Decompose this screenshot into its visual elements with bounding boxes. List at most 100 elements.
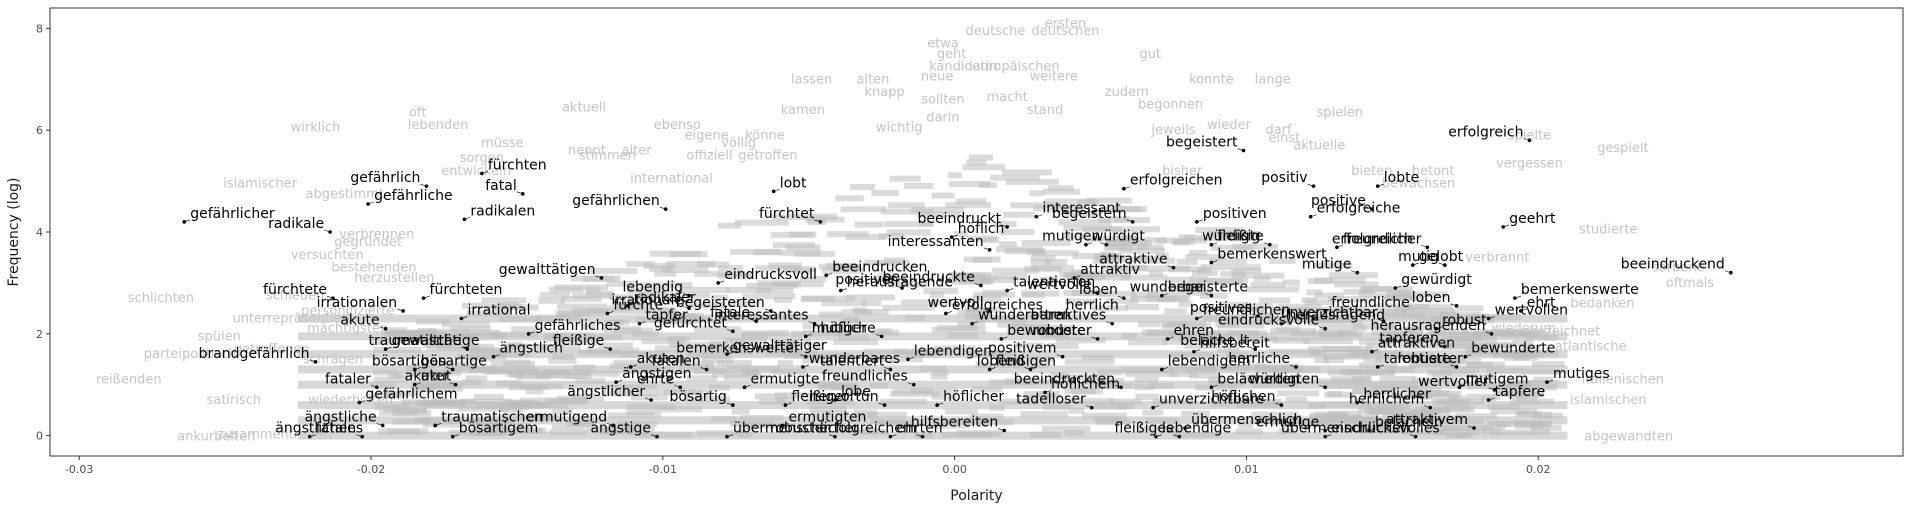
dense-overplot-mark (1184, 342, 1218, 349)
label-leader-line (744, 384, 751, 388)
data-point (906, 357, 910, 362)
label-leader-line (1459, 384, 1466, 388)
point-label: tadelloser (1016, 392, 1086, 408)
dense-overplot-mark (882, 304, 935, 311)
dense-overplot-mark (585, 425, 610, 432)
point-label: bösartige (421, 353, 487, 369)
data-point (1381, 319, 1386, 323)
dense-overplot-mark (1136, 425, 1188, 432)
background-word-label: zusammentreffen (217, 428, 332, 443)
label-leader-line (1275, 402, 1282, 406)
dense-overplot-mark (1328, 272, 1378, 279)
data-point (401, 309, 405, 313)
dense-overplot-mark (669, 251, 708, 258)
dense-overplot-mark (1514, 423, 1545, 430)
data-point (465, 347, 470, 351)
point-label: fatale (710, 305, 750, 321)
data-point (1095, 337, 1100, 341)
data-point (328, 230, 332, 234)
dense-overplot-mark (1238, 422, 1253, 429)
dense-overplot-mark (1518, 345, 1541, 352)
label-leader-line (1106, 321, 1113, 324)
label-leader-line (659, 206, 666, 210)
background-word-label: betont (1412, 164, 1455, 179)
dense-overplot-mark (910, 387, 958, 394)
dense-overplot-mark (415, 385, 463, 392)
axes-layer: -0.03 -0.02 -0.01 0.00 0.01 0.02 0 2 4 6 8 (36, 22, 1550, 476)
dense-overplot-mark (1071, 388, 1097, 395)
background-word-label: verbrannt (1465, 250, 1529, 265)
background-word-label: konnte (1189, 72, 1234, 87)
label-leader-line (1377, 364, 1384, 368)
dense-overplot-mark (643, 262, 676, 269)
background-word-label: satirisch (207, 393, 262, 408)
dense-overplot-mark (952, 273, 986, 280)
label-leader-line (1185, 425, 1192, 429)
background-word-label: vergessen (1496, 156, 1563, 171)
dense-overplot-mark (554, 284, 608, 291)
label-leader-line (1368, 428, 1376, 431)
dense-overplot-mark (1406, 340, 1423, 347)
label-leader-line (493, 354, 500, 358)
label-leader-line (1319, 428, 1326, 431)
dense-overplot-mark (612, 390, 659, 397)
dense-overplot-mark (1314, 357, 1329, 364)
dense-overplot-mark (1251, 411, 1299, 418)
background-word-label: sollten (921, 93, 964, 108)
background-word-label: völlig (721, 136, 756, 151)
point-label: bösartig (669, 389, 726, 405)
data-point (1486, 316, 1491, 321)
background-word-label: deutschen (1032, 24, 1100, 39)
dense-overplot-mark (510, 372, 564, 379)
dense-overplot-mark (799, 275, 827, 282)
dense-overplot-mark (1334, 281, 1379, 288)
background-word-label: einst (1268, 131, 1300, 146)
label-leader-line (945, 311, 952, 314)
dense-overplot-mark (1408, 390, 1462, 397)
label-leader-line (604, 346, 611, 350)
point-label: gewalttätige (392, 333, 480, 349)
dense-overplot-mark (1063, 289, 1099, 296)
background-word-label: islamischer (223, 177, 297, 192)
dense-overplot-mark (1314, 262, 1353, 269)
dense-overplot-mark (557, 339, 598, 346)
label-leader-line (461, 316, 468, 319)
point-label: ängstlicher (567, 384, 645, 400)
label-leader-line (650, 434, 658, 437)
point-label: fleißig (1217, 229, 1260, 245)
dense-overplot-mark (917, 211, 961, 218)
label-leader-line (528, 331, 535, 335)
point-label: herrlicher (1363, 387, 1431, 403)
data-point (1084, 242, 1088, 247)
dense-overplot-mark (1176, 258, 1198, 265)
data-point (911, 382, 916, 387)
label-leader-line (1465, 354, 1472, 358)
label-leader-line (435, 423, 442, 426)
point-label: fataler (325, 371, 371, 387)
background-word-label: entwickeln (441, 164, 511, 179)
point-label: talentierter (1384, 351, 1463, 367)
background-word-label: mächtigsten (307, 322, 388, 337)
point-label: fürchteten (430, 282, 503, 298)
dense-overplot-mark (717, 222, 741, 229)
dense-overplot-mark (836, 263, 860, 270)
dense-overplot-mark (606, 426, 627, 433)
dense-overplot-mark (780, 249, 821, 256)
point-label: positive (1311, 193, 1366, 209)
dense-overplot-mark (1393, 305, 1415, 312)
background-word-label: offiziell (686, 149, 732, 164)
label-leader-line (802, 364, 809, 368)
dense-overplot-mark (1195, 227, 1244, 234)
dense-overplot-mark (756, 287, 794, 294)
background-word-label: wieder (1207, 118, 1251, 133)
label-leader-line (782, 423, 789, 426)
dense-overplot-mark (929, 291, 945, 298)
label-leader-line (1310, 214, 1317, 218)
point-label: akute (340, 313, 379, 329)
label-leader-line (1100, 242, 1107, 246)
point-label: begeisterten (676, 295, 765, 311)
dense-overplot-mark (1322, 424, 1342, 431)
dense-overplot-mark (1139, 237, 1167, 244)
dense-overplot-mark (1021, 240, 1071, 247)
label-leader-line (1503, 224, 1510, 228)
